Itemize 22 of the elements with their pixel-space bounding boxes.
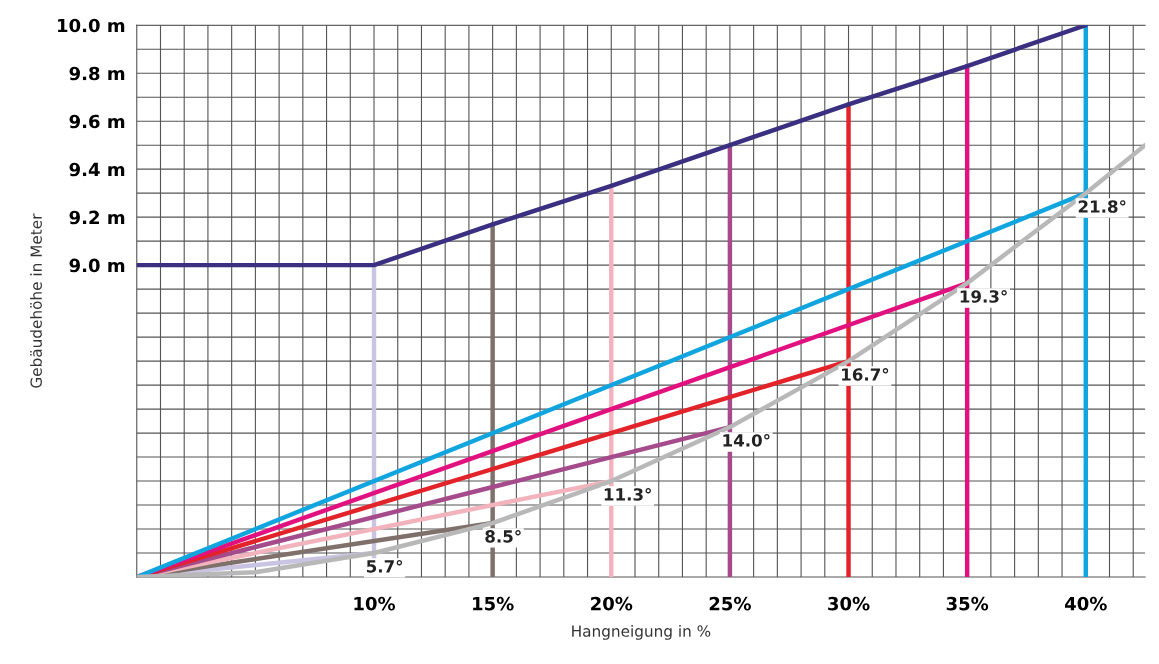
y-tick-label: 9.8 m <box>69 66 125 81</box>
y-tick-label: 9.0 m <box>69 258 125 273</box>
x-tick-label: 15% <box>473 596 514 611</box>
x-axis-title: Hangneigung in % <box>572 625 711 640</box>
annotation: 21.8° <box>1078 200 1126 213</box>
y-tick-label: 9.6 m <box>69 114 125 129</box>
x-tick-label: 35% <box>946 596 989 611</box>
x-tick-label: 30% <box>828 596 870 611</box>
annotation: 5.7° <box>366 559 403 573</box>
x-tick-label: 20% <box>591 596 633 611</box>
x-tick-label: 25% <box>709 596 751 611</box>
annotation: 16.7° <box>842 368 889 381</box>
x-tick-label: 10% <box>354 596 396 611</box>
annotation: 14.0° <box>723 434 770 447</box>
annotation: 11.3° <box>604 488 651 501</box>
x-tick-label: 40% <box>1064 596 1107 611</box>
y-tick-label: 9.2 m <box>69 210 125 225</box>
annotation: 8.5° <box>485 530 521 543</box>
y-axis-title: Gebäudehöhe in Meter <box>30 213 42 388</box>
y-tick-label: 9.4 m <box>69 162 125 177</box>
annotation: 19.3° <box>960 290 1007 303</box>
y-tick-label: 10.0 m <box>58 18 125 33</box>
